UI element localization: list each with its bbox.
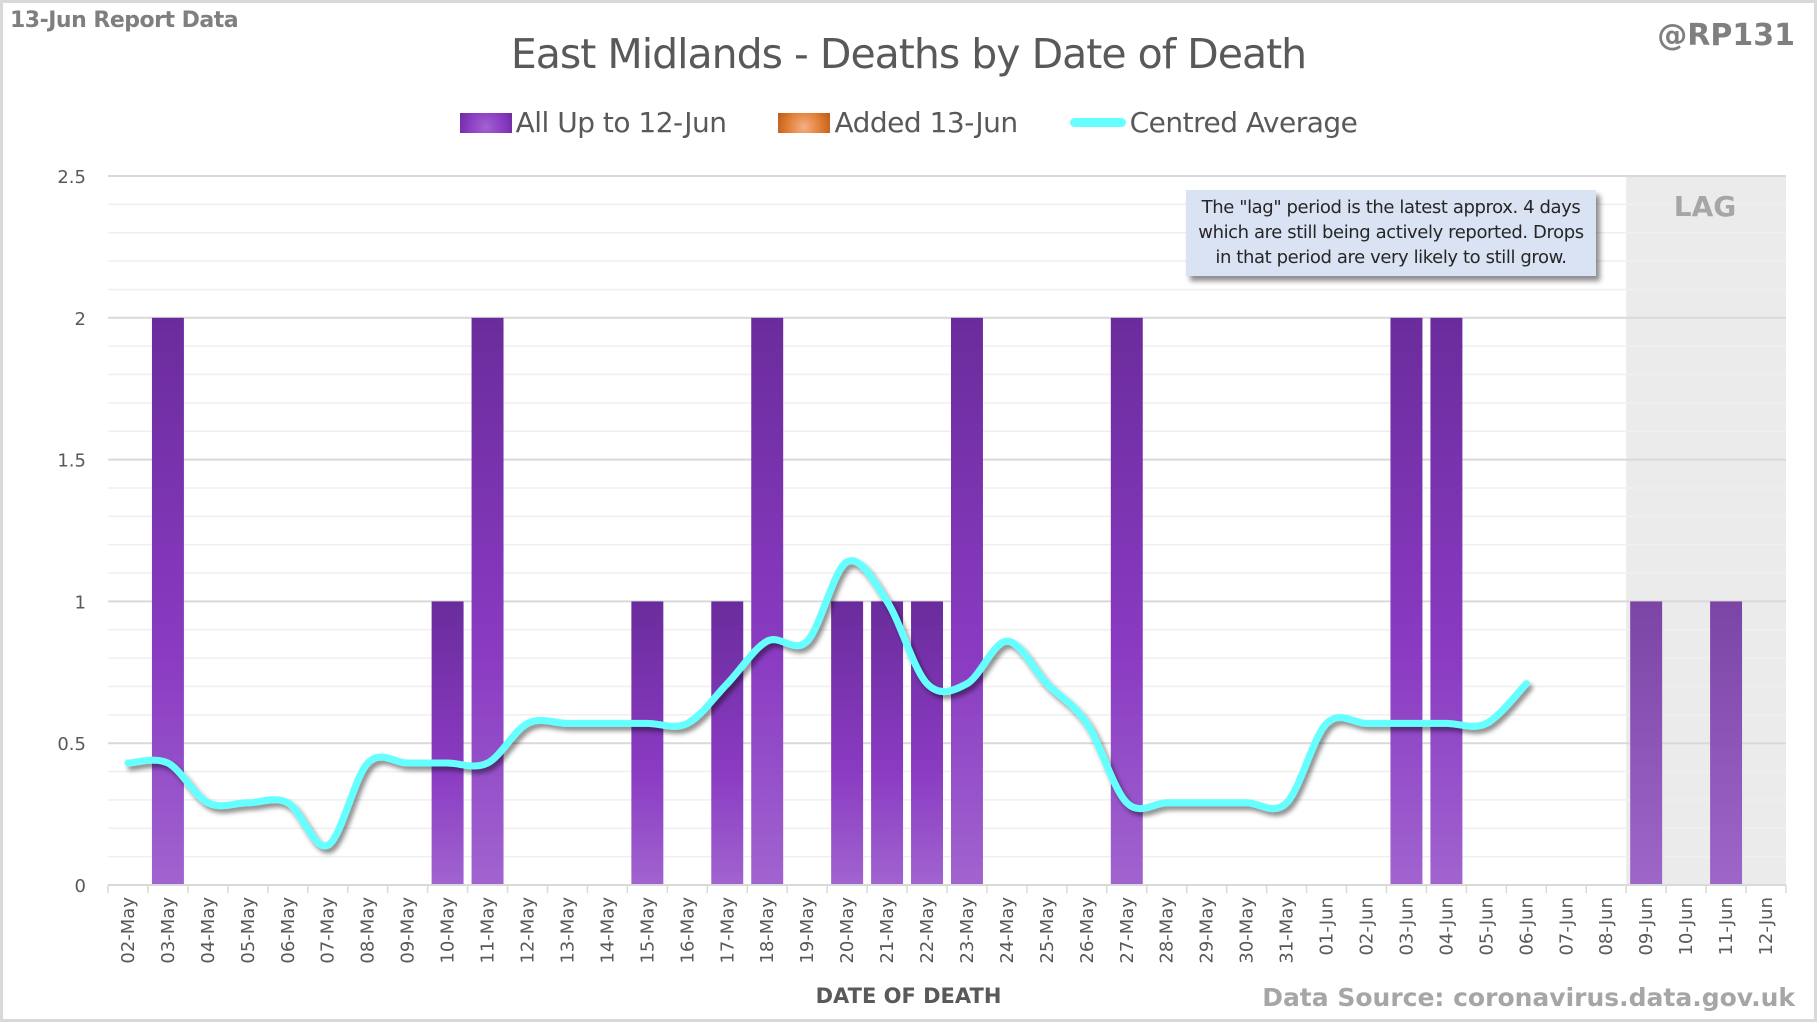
bar-deaths	[1430, 317, 1463, 885]
x-tick-label: 12-Jun	[1756, 897, 1777, 956]
legend: All Up to 12-Jun Added 13-Jun Centred Av…	[0, 106, 1817, 139]
x-tick-label: 04-May	[198, 897, 219, 964]
x-tick-label: 10-May	[438, 897, 459, 964]
bar-deaths	[950, 317, 983, 885]
x-tick-label: 02-Jun	[1357, 897, 1378, 956]
x-tick-label: 24-May	[997, 897, 1018, 964]
x-tick-label: 09-Jun	[1636, 897, 1657, 956]
bar-deaths	[871, 601, 904, 885]
bar-deaths	[711, 601, 744, 885]
bar-deaths	[1710, 601, 1743, 885]
bar-deaths	[471, 317, 504, 885]
y-tick-label: 2	[75, 309, 86, 330]
x-tick-label: 01-Jun	[1317, 897, 1338, 956]
lag-note-line: The "lag" period is the latest approx. 4…	[1201, 197, 1581, 218]
legend-label: Added 13-Jun	[834, 106, 1018, 139]
y-tick-label: 1	[75, 592, 86, 613]
legend-swatch-purple-bar	[459, 112, 512, 133]
x-tick-label: 11-Jun	[1716, 897, 1737, 956]
x-tick-label: 06-May	[278, 897, 299, 964]
x-tick-label: 25-May	[1037, 897, 1058, 964]
y-tick-label: 2.5	[57, 167, 86, 188]
x-tick-label: 20-May	[837, 897, 858, 964]
bar-deaths	[431, 601, 464, 885]
x-tick-label: 02-May	[118, 897, 139, 964]
bar-deaths	[1390, 317, 1423, 885]
x-tick-label: 27-May	[1117, 897, 1138, 964]
x-tick-label: 03-Jun	[1396, 897, 1417, 956]
x-tick-label: 17-May	[717, 897, 738, 964]
x-tick-label: 18-May	[757, 897, 778, 964]
lag-label: LAG	[1673, 190, 1737, 223]
x-tick-label: 14-May	[597, 897, 618, 964]
x-tick-label: 05-May	[238, 897, 259, 964]
x-tick-label: 07-May	[318, 897, 339, 964]
x-tick-label: 08-May	[358, 897, 379, 964]
bar-deaths	[831, 601, 864, 885]
x-tick-label: 12-May	[518, 897, 539, 964]
x-tick-label: 10-Jun	[1676, 897, 1697, 956]
x-tick-label: 31-May	[1277, 897, 1298, 964]
x-tick-label: 15-May	[637, 897, 658, 964]
x-tick-label: 26-May	[1077, 897, 1098, 964]
data-source: Data Source: coronavirus.data.gov.uk	[1262, 983, 1795, 1012]
lag-note-box: The "lag" period is the latest approx. 4…	[1186, 190, 1596, 276]
legend-item-added: Added 13-Jun	[778, 106, 1018, 139]
report-date-label: 13-Jun Report Data	[10, 8, 239, 33]
x-tick-label: 08-Jun	[1596, 897, 1617, 956]
bar-deaths	[751, 317, 784, 885]
x-tick-label: 28-May	[1157, 897, 1178, 964]
bar-deaths	[1630, 601, 1663, 885]
x-tick-label: 09-May	[398, 897, 419, 964]
legend-item-all-up-to: All Up to 12-Jun	[459, 106, 727, 139]
legend-item-centred-average: Centred Average	[1069, 106, 1358, 139]
x-tick-label: 11-May	[478, 897, 499, 964]
x-tick-label: 06-Jun	[1516, 897, 1537, 956]
x-tick-label: 05-Jun	[1476, 897, 1497, 956]
x-tick-label: 07-Jun	[1556, 897, 1577, 956]
bar-deaths	[911, 601, 944, 885]
x-tick-label: 03-May	[158, 897, 179, 964]
bar-deaths	[631, 601, 664, 885]
y-tick-label: 1.5	[57, 451, 86, 472]
legend-label: Centred Average	[1129, 106, 1358, 139]
bar-deaths	[151, 317, 184, 885]
centred-average-line	[124, 557, 1530, 850]
legend-swatch-cyan-line	[1069, 118, 1126, 127]
x-tick-label: 29-May	[1197, 897, 1218, 964]
author-handle: @RP131	[1657, 18, 1795, 53]
x-tick-label: 16-May	[677, 897, 698, 964]
x-tick-label: 19-May	[797, 897, 818, 964]
y-tick-label: 0.5	[57, 734, 86, 755]
legend-swatch-orange-bar	[778, 112, 831, 133]
x-tick-label: 04-Jun	[1436, 897, 1457, 956]
y-tick-label: 0	[75, 876, 86, 897]
x-axis-title: DATE OF DEATH	[815, 984, 1002, 1008]
x-tick-label: 22-May	[917, 897, 938, 964]
legend-label: All Up to 12-Jun	[515, 106, 727, 139]
lag-note-line: which are still being actively reported.…	[1198, 222, 1584, 243]
lag-note-line: in that period are very likely to still …	[1215, 247, 1567, 268]
x-tick-label: 21-May	[877, 897, 898, 964]
x-tick-label: 30-May	[1237, 897, 1258, 964]
chart-title: East Midlands - Deaths by Date of Death	[510, 30, 1307, 78]
x-tick-label: 13-May	[557, 897, 578, 964]
x-tick-label: 23-May	[957, 897, 978, 964]
